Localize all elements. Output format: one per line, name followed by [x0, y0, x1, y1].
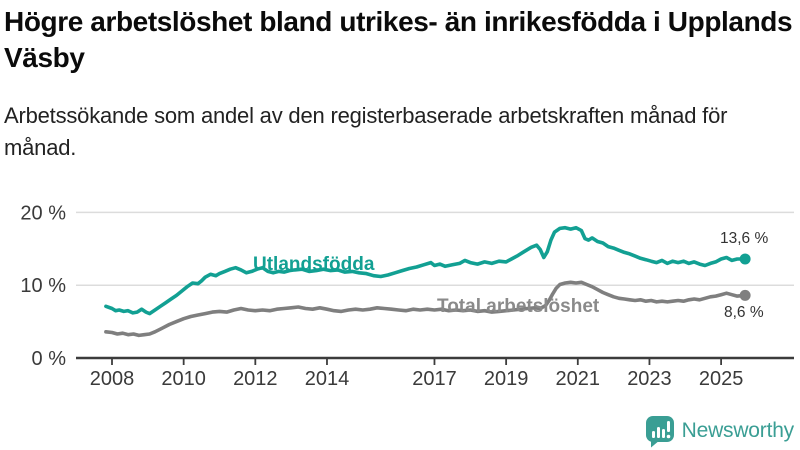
newsworthy-logo-icon [645, 415, 674, 447]
newsworthy-branding: Newsworthy [645, 414, 794, 448]
newsworthy-wordmark: Newsworthy [681, 419, 795, 442]
series-line-total [104, 280, 747, 338]
y-axis-tick-label: 10 % [20, 275, 66, 297]
end-value-label-utlandsfodda: 13,6 % [720, 230, 768, 247]
x-axis-tick-label: 2010 [161, 368, 206, 390]
series-end-dot-utlandsfodda [739, 253, 751, 265]
end-value-label-total: 8,6 % [724, 304, 764, 321]
x-axis-tick-label: 2017 [412, 368, 457, 390]
series-label-utlandsfodda: Utlandsfödda [253, 254, 375, 275]
x-axis-tick-label: 2025 [699, 368, 744, 390]
x-axis-tick-label: 2012 [233, 368, 278, 390]
x-axis-tick-label: 2014 [305, 368, 350, 390]
series-line-utlandsfodda [104, 225, 747, 316]
y-axis-tick-label: 0 % [32, 348, 67, 370]
chart-subtitle: Arbetssökande som andel av den registerb… [4, 103, 728, 160]
series-end-dot-total [739, 289, 751, 301]
x-axis-tick-label: 2019 [484, 368, 529, 390]
x-axis-tick-label: 2023 [627, 368, 672, 390]
page-title: Högre arbetslöshet bland utrikes- än inr… [4, 6, 793, 73]
series-label-total: Total arbetslöshet [437, 296, 600, 317]
x-axis-tick-label: 2008 [90, 368, 135, 390]
y-axis-tick-label: 20 % [20, 202, 66, 224]
x-axis-tick-label: 2021 [556, 368, 601, 390]
